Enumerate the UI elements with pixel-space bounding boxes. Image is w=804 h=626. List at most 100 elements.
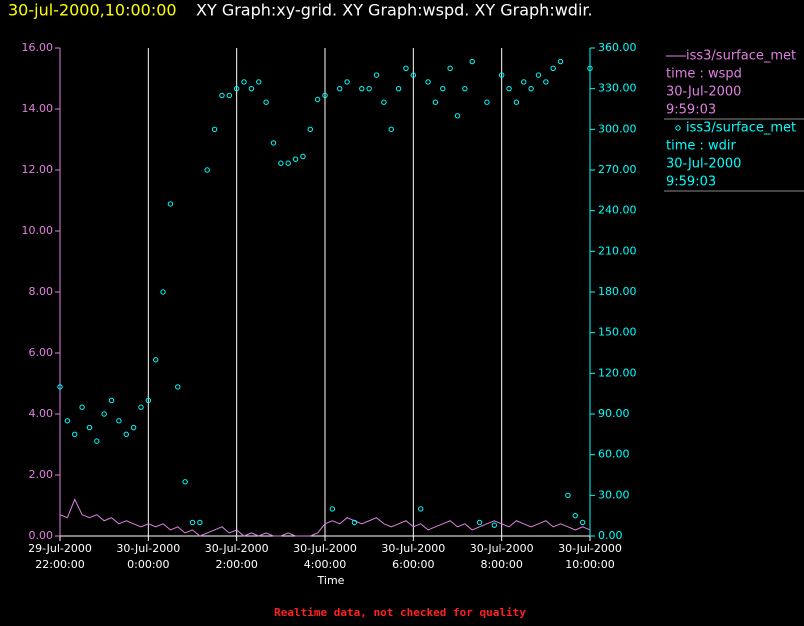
wdir-point xyxy=(189,519,196,526)
y2-tick-label: 300.00 xyxy=(598,122,637,135)
wdir-point xyxy=(572,512,578,519)
wdir-point xyxy=(116,418,122,424)
y-tick-label: 16.00 xyxy=(22,41,54,54)
wdir-point xyxy=(366,85,372,92)
x-tick-label: 30-Jul-2000 xyxy=(470,542,534,555)
y2-tick-label: 30.00 xyxy=(598,488,630,501)
wdir-point xyxy=(359,85,365,92)
wdir-point xyxy=(152,357,159,363)
wdir-point xyxy=(351,519,358,526)
wdir-point xyxy=(182,479,188,485)
y2-tick-label: 90.00 xyxy=(598,407,630,420)
wdir-point xyxy=(108,397,115,404)
x-tick-label: 8:00:00 xyxy=(480,558,522,571)
y-tick-label: 6.00 xyxy=(29,346,54,359)
wdir-point xyxy=(565,492,571,499)
wdir-point xyxy=(123,431,129,438)
wdir-point xyxy=(373,72,380,78)
wdir-point xyxy=(395,85,402,92)
wdir-point xyxy=(543,79,549,85)
y-tick-label: 2.00 xyxy=(29,468,54,481)
wdir-point xyxy=(138,404,144,410)
wdir-point xyxy=(160,289,166,295)
wdir-point xyxy=(506,85,512,92)
wdir-point xyxy=(270,140,277,146)
y-tick-label: 10.00 xyxy=(22,224,54,237)
title-time: 30-jul-2000,10:00:00 xyxy=(8,1,177,20)
x-tick-label: 30-Jul-2000 xyxy=(558,542,622,555)
y2-tick-label: 360.00 xyxy=(598,41,637,54)
wdir-point xyxy=(587,65,593,72)
wdir-point xyxy=(175,384,181,390)
wdir-point xyxy=(86,424,93,431)
y-tick-label: 0.00 xyxy=(29,529,54,542)
x-tick-label: 10:00:00 xyxy=(565,558,614,571)
x-tick-label: 2:00:00 xyxy=(215,558,257,571)
wdir-point xyxy=(403,65,409,72)
wdir-point xyxy=(101,411,107,417)
wdir-point xyxy=(94,438,100,444)
wdir-point xyxy=(233,85,240,92)
wdir-point xyxy=(197,519,203,526)
y-tick-label: 12.00 xyxy=(22,163,54,176)
legend-name: iss3/surface_met xyxy=(686,49,796,64)
y-tick-label: 14.00 xyxy=(22,102,54,115)
x-tick-label: 30-Jul-2000 xyxy=(293,542,357,555)
wdir-point xyxy=(381,99,387,105)
wdir-point xyxy=(329,506,336,512)
x-tick-label: 29-Jul-2000 xyxy=(28,542,92,555)
wdir-point xyxy=(64,418,71,424)
y2-tick-label: 330.00 xyxy=(598,82,637,95)
wdir-point xyxy=(337,85,343,92)
wdir-point xyxy=(226,92,233,99)
wdir-point xyxy=(528,85,534,92)
x-tick-label: 30-Jul-2000 xyxy=(381,542,445,555)
wdir-point xyxy=(167,201,174,207)
wdir-point xyxy=(322,92,328,99)
wdir-point xyxy=(285,160,291,166)
wdir-point xyxy=(263,99,269,105)
wdir-point xyxy=(440,85,446,92)
wdir-point xyxy=(57,384,63,390)
wdir-point xyxy=(300,153,306,160)
y2-tick-label: 210.00 xyxy=(598,244,637,257)
x-axis-title: Time xyxy=(317,574,345,587)
legend-field: time : wspd xyxy=(666,67,742,82)
wdir-point xyxy=(521,79,527,85)
wspd-line xyxy=(59,498,591,537)
y2-tick-label: 270.00 xyxy=(598,163,637,176)
legend-field: time : wdir xyxy=(666,139,737,154)
wdir-point xyxy=(498,72,505,78)
wdir-point xyxy=(535,72,542,78)
x-tick-label: 30-Jul-2000 xyxy=(116,542,180,555)
y2-tick-label: 180.00 xyxy=(598,285,637,298)
wdir-point xyxy=(278,160,284,166)
x-tick-label: 6:00:00 xyxy=(392,558,434,571)
legend-date: 30-Jul-2000 xyxy=(666,157,741,172)
y-tick-label: 8.00 xyxy=(29,285,54,298)
wdir-point xyxy=(241,79,247,85)
wdir-point xyxy=(550,65,556,72)
wdir-point xyxy=(476,519,483,526)
wdir-point xyxy=(557,58,564,65)
wdir-point xyxy=(447,65,453,72)
wdir-point xyxy=(425,79,431,85)
wdir-point xyxy=(145,397,152,404)
wdir-point xyxy=(513,99,520,105)
wdir-point xyxy=(314,96,321,103)
wdir-point xyxy=(344,79,350,85)
wdir-point xyxy=(219,92,225,99)
x-tick-label: 22:00:00 xyxy=(35,558,84,571)
x-tick-label: 30-Jul-2000 xyxy=(205,542,269,555)
wdir-point xyxy=(491,522,498,528)
quality-note: Realtime data, not checked for quality xyxy=(274,606,526,619)
x-tick-label: 4:00:00 xyxy=(304,558,346,571)
legend-date: 30-Jul-2000 xyxy=(666,85,741,100)
y2-tick-label: 120.00 xyxy=(598,366,637,379)
legend-time: 9:59:03 xyxy=(666,103,716,118)
wdir-point xyxy=(388,126,394,133)
wdir-point xyxy=(469,58,475,65)
x-tick-label: 0:00:00 xyxy=(127,558,169,571)
wdir-point xyxy=(256,79,262,85)
